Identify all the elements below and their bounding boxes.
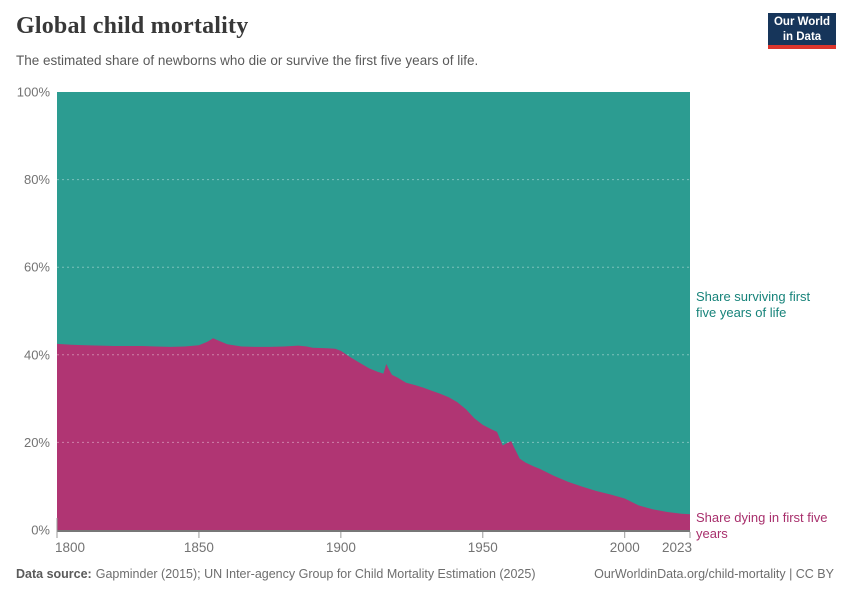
- y-tick-label: 40%: [24, 347, 50, 362]
- page-title: Global child mortality: [16, 13, 249, 39]
- data-source: Data source: Gapminder (2015); UN Inter-a…: [16, 567, 536, 581]
- y-tick-label: 0%: [31, 523, 50, 538]
- y-tick-label: 20%: [24, 435, 50, 450]
- owid-logo-line1: Our World: [773, 16, 830, 28]
- x-tick-label: 2023: [662, 540, 692, 555]
- chart-subtitle: The estimated share of newborns who die …: [16, 53, 479, 68]
- owid-logo-line2: in Data: [782, 30, 822, 43]
- chart-footer: Data source: Gapminder (2015); UN Inter-a…: [16, 567, 834, 581]
- x-tick-label: 1900: [326, 540, 356, 555]
- x-tick-label: 2000: [610, 540, 640, 555]
- owid-link[interactable]: OurWorldinData.org/child-mortality | CC …: [594, 567, 834, 581]
- y-tick-label: 100%: [17, 85, 51, 100]
- x-tick-label: 1800: [55, 540, 85, 555]
- data-source-label: Data source:: [16, 567, 92, 581]
- area-dying: [57, 338, 690, 530]
- y-tick-label: 80%: [24, 172, 50, 187]
- series-label-dying: Share dying in first five years: [696, 510, 828, 542]
- owid-logo: Our World in Data: [768, 13, 836, 49]
- x-tick-label: 1850: [184, 540, 214, 555]
- series-label-surviving: Share surviving first five years of life: [696, 289, 811, 321]
- y-tick-label: 60%: [24, 260, 50, 275]
- data-source-text: Gapminder (2015); UN Inter-agency Group …: [95, 567, 536, 581]
- x-tick-label: 1950: [468, 540, 498, 555]
